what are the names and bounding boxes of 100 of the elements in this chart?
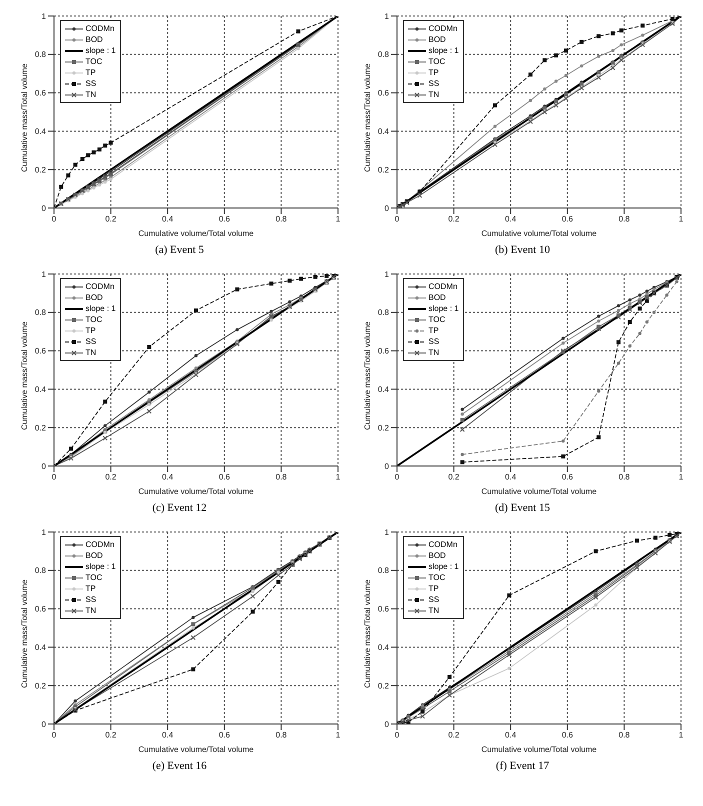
y-tick-label: 0.8: [377, 308, 390, 318]
y-tick-label: 0.2: [377, 423, 390, 432]
x-tick-label: 0.8: [618, 730, 630, 740]
y-tick-label: 0.4: [34, 127, 46, 136]
y-tick-label: 0: [41, 204, 46, 213]
y-axis-title: Cumulative mass/Total volume: [362, 578, 372, 688]
legend-label: BOD: [428, 292, 446, 302]
y-tick-label: 1: [41, 12, 46, 21]
x-tick-label: 0: [394, 214, 400, 224]
y-axis-title: Cumulative mass/Total volume: [362, 320, 372, 430]
y-tick-label: 0.6: [34, 88, 46, 98]
x-tick-label: 0.8: [275, 730, 287, 740]
legend-label: TP: [86, 326, 96, 336]
legend-label: slope : 1: [86, 46, 116, 56]
x-tick-label: 0.2: [448, 730, 460, 740]
legend-label: TOC: [428, 572, 446, 582]
x-axis-title: Cumulative volume/Total volume: [138, 487, 254, 496]
x-tick-label: 0.8: [275, 214, 287, 224]
legend-label: slope : 1: [86, 562, 116, 572]
legend-label: TN: [428, 348, 440, 358]
text: (b) Event 10: [494, 244, 551, 256]
x-axis-title: Cumulative volume/Total volume: [138, 745, 254, 754]
legend-label: slope : 1: [428, 46, 459, 56]
x-tick-label: 0.6: [561, 730, 574, 740]
y-tick-label: 0.6: [377, 346, 390, 356]
y-tick-label: 0.6: [377, 88, 390, 98]
legend-label: SS: [86, 594, 96, 604]
legend-label: CODMn: [428, 540, 458, 550]
legend-label: TP: [86, 584, 96, 594]
x-tick-label: 0.6: [561, 472, 574, 482]
legend-label: TOC: [86, 572, 102, 582]
legend-label: TOC: [428, 314, 446, 324]
text: (e) Event 16: [151, 760, 208, 772]
legend-label: slope : 1: [428, 304, 459, 314]
legend-label: TP: [428, 326, 439, 336]
y-tick-label: 0.2: [34, 681, 46, 690]
x-tick-label: 0.4: [504, 214, 516, 224]
x-tick-label: 0.6: [218, 730, 230, 740]
x-tick-label: 0.2: [448, 214, 460, 224]
text: (a) Event 5: [154, 244, 205, 256]
x-tick-label: 0.4: [504, 472, 516, 482]
x-tick-label: 0: [51, 214, 56, 224]
y-tick-label: 0.4: [34, 643, 46, 652]
legend-label: SS: [428, 78, 440, 88]
x-tick-label: 1: [678, 472, 684, 482]
x-tick-label: 0: [51, 730, 56, 740]
x-tick-label: 0.8: [618, 214, 630, 224]
y-axis-title: Cumulative mass/Total volume: [19, 62, 28, 172]
y-tick-label: 0: [41, 462, 46, 471]
x-tick-label: 0.2: [104, 472, 116, 482]
legend-label: SS: [86, 78, 96, 88]
y-tick-label: 1: [384, 270, 390, 279]
y-tick-label: 0.2: [377, 165, 390, 174]
legend-label: BOD: [86, 292, 103, 302]
legend-label: TOC: [86, 314, 102, 324]
legend-label: TN: [428, 606, 440, 616]
x-tick-label: 1: [335, 472, 340, 482]
x-tick-label: 0.2: [104, 730, 116, 740]
x-tick-label: 0.2: [448, 472, 460, 482]
legend-label: slope : 1: [428, 562, 459, 572]
legend-label: BOD: [428, 34, 446, 44]
y-axis-title: Cumulative mass/Total volume: [19, 320, 28, 430]
legend-label: SS: [428, 594, 440, 604]
x-tick-label: 1: [678, 730, 684, 740]
x-tick-label: 0.8: [275, 472, 287, 482]
y-tick-label: 1: [41, 270, 46, 279]
legend-label: SS: [86, 336, 96, 346]
legend-label: TN: [428, 90, 440, 100]
x-axis-title: Cumulative volume/Total volume: [138, 229, 254, 238]
legend-label: TN: [86, 606, 96, 616]
legend-label: TN: [86, 348, 96, 358]
y-tick-label: 0.2: [377, 681, 390, 690]
y-tick-label: 0: [384, 720, 390, 729]
legend-label: SS: [428, 336, 440, 346]
y-tick-label: 1: [384, 12, 390, 21]
x-axis-title: Cumulative volume/Total volume: [480, 487, 597, 496]
legend-label: CODMn: [86, 540, 114, 550]
x-tick-label: 0.4: [162, 472, 174, 482]
y-axis-title: Cumulative mass/Total volume: [19, 578, 28, 688]
legend-label: BOD: [86, 550, 103, 560]
legend-label: CODMn: [86, 24, 114, 34]
x-tick-label: 1: [678, 214, 684, 224]
y-tick-label: 0.4: [34, 385, 46, 394]
x-tick-label: 0.2: [104, 214, 116, 224]
y-tick-label: 0.8: [34, 50, 46, 60]
x-tick-label: 1: [335, 214, 340, 224]
x-tick-label: 0.6: [218, 214, 230, 224]
y-tick-label: 0.8: [377, 566, 390, 576]
y-tick-label: 0.6: [34, 604, 46, 614]
y-tick-label: 0: [384, 204, 390, 213]
legend-label: CODMn: [428, 24, 458, 34]
legend-label: TOC: [86, 56, 102, 66]
x-tick-label: 0.8: [618, 472, 630, 482]
y-tick-label: 0.6: [34, 346, 46, 356]
legend-label: CODMn: [86, 282, 114, 292]
y-axis-title: Cumulative mass/Total volume: [362, 62, 372, 172]
x-tick-label: 0.4: [504, 730, 516, 740]
y-tick-label: 0.4: [377, 643, 390, 652]
x-tick-label: 0.4: [162, 214, 174, 224]
y-tick-label: 0.8: [377, 50, 390, 60]
